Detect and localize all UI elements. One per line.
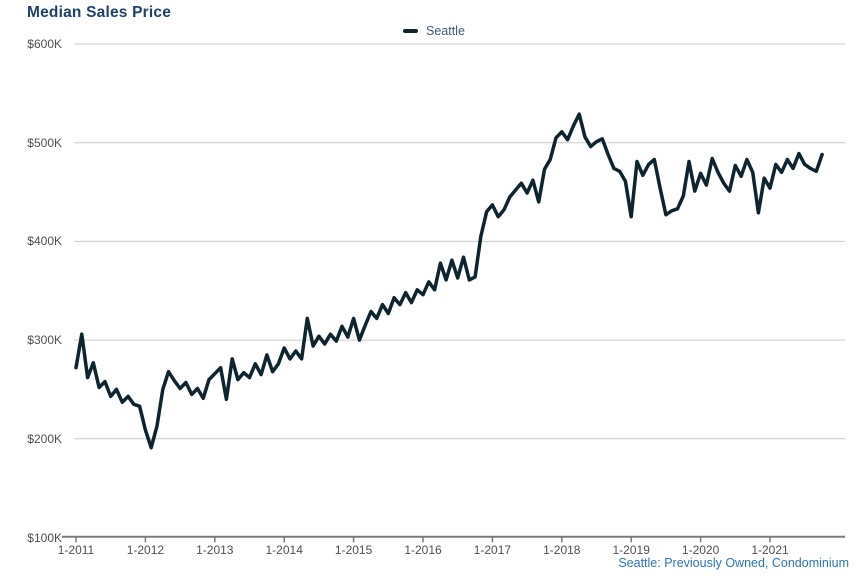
y-axis-label: $500K (27, 135, 62, 150)
x-axis-label: 1-2012 (126, 543, 165, 557)
y-axis-label: $200K (27, 431, 62, 446)
legend-item-seattle[interactable]: Seattle (403, 24, 465, 38)
x-axis-label: 1-2016 (404, 543, 442, 557)
x-axis-label: 1-2020 (681, 543, 720, 557)
x-axis-label: 1-2018 (543, 543, 581, 557)
y-axis-label: $600K (27, 37, 62, 51)
legend-label: Seattle (426, 24, 465, 38)
chart-title: Median Sales Price (27, 4, 172, 21)
x-axis-label: 1-2017 (473, 543, 512, 557)
x-axis-label: 1-2015 (334, 543, 373, 557)
y-axis-label: $100K (27, 530, 62, 545)
x-axis-label: 1-2019 (612, 543, 650, 557)
x-axis-label: 1-2014 (265, 543, 303, 557)
seattle-price-line (74, 112, 824, 450)
source-note: Seattle: Previously Owned, Condominium (618, 556, 849, 570)
legend: Seattle (403, 22, 465, 40)
x-axis-label: 1-2011 (57, 543, 95, 557)
y-axis-label: $400K (27, 234, 62, 249)
x-axis-label: 1-2013 (196, 543, 234, 557)
y-axis-label: $300K (27, 333, 62, 348)
legend-line-marker-icon (403, 29, 418, 33)
x-axis-label: 1-2021 (751, 543, 789, 557)
